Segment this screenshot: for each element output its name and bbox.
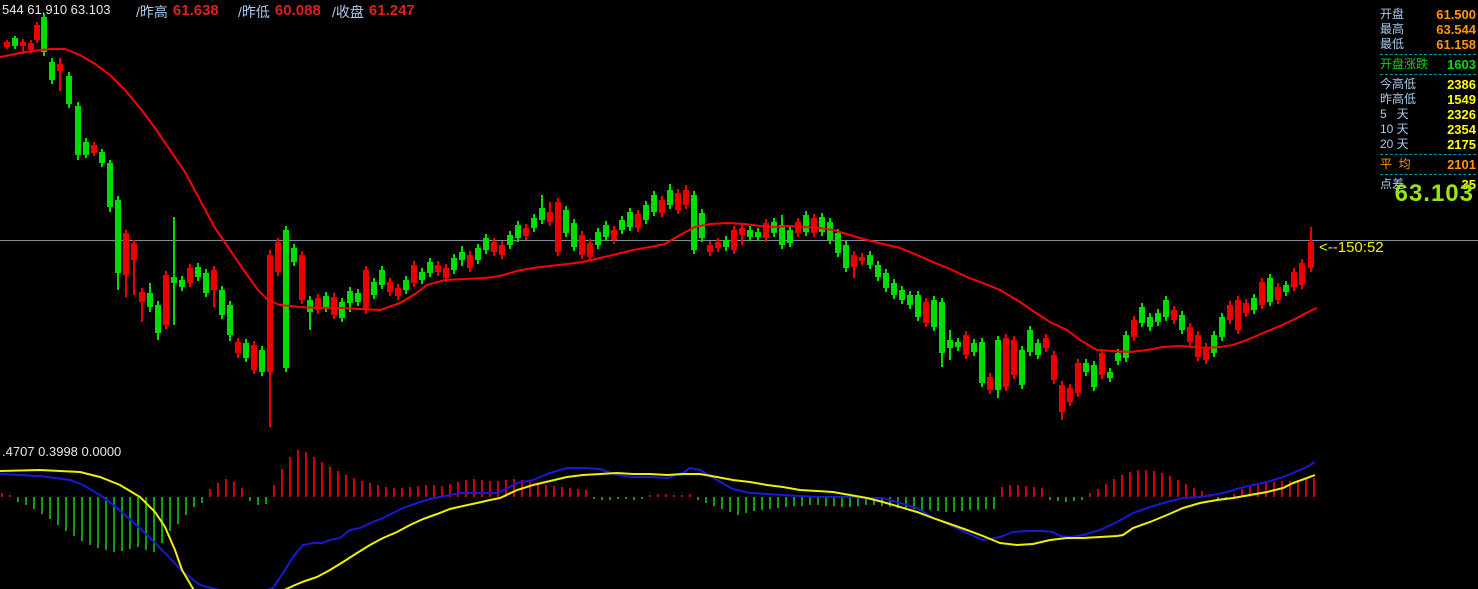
prev-high-value: 61.638 <box>172 2 219 19</box>
today-range-value: 2386 <box>1447 77 1476 92</box>
prev-low-label: /昨低 <box>238 4 270 20</box>
prev-high-quote: /昨高 61.638 <box>136 2 219 22</box>
row-prev-range: 昨高低 1549 <box>1380 92 1476 107</box>
row-spread: 点差 35 <box>1380 177 1476 192</box>
open-change-value: 1603 <box>1447 57 1476 72</box>
high-value: 63.544 <box>1436 22 1476 37</box>
countdown-marker: <--150:52 <box>1319 239 1384 256</box>
row-20day: 20 天 2175 <box>1380 137 1476 152</box>
divider <box>1380 74 1476 75</box>
prev-high-label: /昨高 <box>136 4 168 20</box>
row-open-change: 开盘涨跌 1603 <box>1380 57 1476 72</box>
prev-close-quote: /收盘 61.247 <box>332 2 415 22</box>
prev-low-value: 60.088 <box>274 2 321 19</box>
range-10day-value: 2354 <box>1447 122 1476 137</box>
ohlc-status-text: 544 61.910 63.103 <box>2 2 111 17</box>
macd-values-text: .4707 0.3998 0.0000 <box>2 444 122 459</box>
row-10day: 10 天 2354 <box>1380 122 1476 137</box>
last-price-display: 63.103 <box>1394 180 1474 207</box>
open-label: 开盘 <box>1380 7 1405 21</box>
row-open: 开盘 61.500 <box>1380 7 1476 22</box>
quote-info-panel: 开盘 61.500 最高 63.544 最低 61.158 开盘涨跌 1603 … <box>1380 7 1476 192</box>
open-change-label: 开盘涨跌 <box>1380 57 1429 71</box>
prev-range-label: 昨高低 <box>1380 92 1417 106</box>
row-today-range: 今高低 2386 <box>1380 77 1476 92</box>
open-value: 61.500 <box>1436 7 1476 22</box>
spread-value: 35 <box>1461 177 1476 192</box>
range-5day-label: 5 天 <box>1380 107 1409 121</box>
spread-label: 点差 <box>1380 177 1405 191</box>
prev-range-value: 1549 <box>1447 92 1476 107</box>
average-value: 2101 <box>1447 157 1476 172</box>
row-average: 平 均 2101 <box>1380 157 1476 172</box>
average-label: 平 均 <box>1380 157 1411 171</box>
divider <box>1380 154 1476 155</box>
divider <box>1380 54 1476 55</box>
range-20day-value: 2175 <box>1447 137 1476 152</box>
row-low: 最低 61.158 <box>1380 37 1476 52</box>
row-5day: 5 天 2326 <box>1380 107 1476 122</box>
row-high: 最高 63.544 <box>1380 22 1476 37</box>
prev-low-quote: /昨低 60.088 <box>238 2 321 22</box>
high-label: 最高 <box>1380 22 1405 36</box>
prev-close-label: /收盘 <box>332 4 364 20</box>
range-20day-label: 20 天 <box>1380 137 1409 151</box>
range-10day-label: 10 天 <box>1380 122 1409 136</box>
divider <box>1380 174 1476 175</box>
today-range-label: 今高低 <box>1380 77 1417 91</box>
prev-close-value: 61.247 <box>368 2 415 19</box>
low-value: 61.158 <box>1436 37 1476 52</box>
low-label: 最低 <box>1380 37 1405 51</box>
range-5day-value: 2326 <box>1447 107 1476 122</box>
